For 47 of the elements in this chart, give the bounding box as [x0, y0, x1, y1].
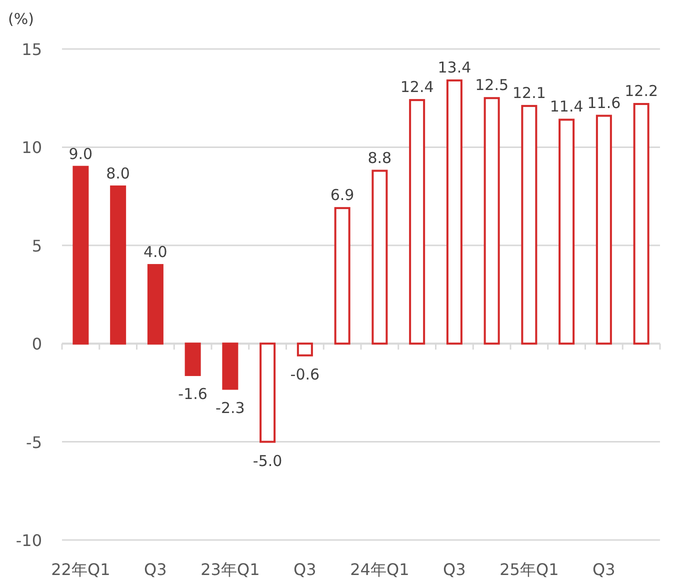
- bar: [558, 118, 575, 345]
- x-tick-label: 22年Q1: [51, 560, 110, 579]
- data-label: -0.6: [290, 365, 320, 384]
- y-tick-label: -5: [26, 432, 42, 452]
- data-label: -5.0: [252, 452, 282, 470]
- data-label: 12.2: [624, 82, 658, 100]
- data-label: 12.5: [475, 76, 509, 94]
- x-tick-label: Q3: [294, 560, 316, 579]
- bar: [222, 342, 238, 390]
- data-label: 6.9: [330, 186, 354, 204]
- bar: [184, 342, 201, 376]
- bar: [147, 264, 164, 345]
- data-label: -1.6: [178, 385, 208, 404]
- bar: [484, 97, 500, 345]
- x-tick-label: 25年Q1: [500, 560, 559, 579]
- x-tick-label: Q3: [443, 560, 466, 579]
- bar: [633, 102, 650, 345]
- data-label: -2.3: [216, 398, 245, 417]
- data-label: 12.4: [400, 78, 434, 96]
- bar: [334, 207, 350, 345]
- data-label: 8.0: [106, 164, 130, 182]
- bar: [110, 185, 126, 345]
- data-label: 13.4: [438, 58, 472, 76]
- data-label: 4.0: [144, 243, 168, 262]
- data-label: 11.6: [587, 94, 621, 112]
- y-tick-label: 10: [22, 138, 42, 158]
- data-label: 8.8: [368, 148, 392, 167]
- x-tick-label: Q3: [592, 560, 616, 579]
- data-label: 11.4: [550, 98, 584, 116]
- bar: [260, 342, 276, 443]
- data-label: 12.1: [512, 84, 546, 102]
- bar: [72, 166, 89, 345]
- y-axis-title: (%): [8, 10, 34, 28]
- bar: [372, 170, 388, 345]
- bar: [596, 114, 612, 345]
- data-label: 9.0: [68, 144, 93, 163]
- bar: [446, 79, 462, 345]
- x-tick-label: 24年Q1: [350, 560, 410, 579]
- y-tick-label: 0: [32, 334, 42, 354]
- bar: [296, 342, 313, 356]
- bar: [521, 104, 538, 345]
- y-tick-label: 15: [22, 40, 42, 59]
- x-tick-label: 23年Q1: [200, 560, 260, 579]
- y-tick-label: 5: [32, 236, 42, 256]
- y-tick-label: -10: [16, 531, 42, 550]
- bar: [409, 99, 426, 345]
- x-tick-label: Q3: [144, 560, 167, 579]
